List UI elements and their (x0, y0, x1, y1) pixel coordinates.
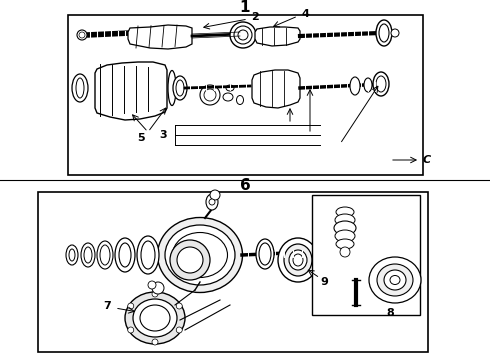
Ellipse shape (350, 77, 360, 95)
Ellipse shape (376, 76, 386, 92)
Ellipse shape (335, 214, 355, 226)
Ellipse shape (259, 243, 271, 265)
Text: C: C (423, 155, 431, 165)
Polygon shape (95, 62, 167, 120)
Circle shape (152, 339, 158, 345)
Ellipse shape (66, 245, 78, 265)
Ellipse shape (237, 95, 244, 104)
Ellipse shape (377, 264, 413, 296)
Circle shape (152, 282, 164, 294)
Ellipse shape (376, 20, 392, 46)
Ellipse shape (364, 78, 372, 92)
Circle shape (234, 26, 252, 44)
Circle shape (77, 30, 87, 40)
Ellipse shape (365, 249, 375, 265)
Ellipse shape (133, 299, 177, 337)
Ellipse shape (172, 233, 227, 278)
Ellipse shape (81, 243, 95, 267)
Ellipse shape (157, 217, 243, 292)
Polygon shape (255, 27, 300, 46)
Circle shape (128, 327, 134, 333)
Ellipse shape (334, 221, 356, 235)
Circle shape (238, 30, 248, 40)
Ellipse shape (336, 239, 354, 249)
Bar (312, 195, 420, 315)
Ellipse shape (278, 238, 318, 282)
Polygon shape (252, 70, 300, 108)
Ellipse shape (97, 241, 113, 269)
Ellipse shape (256, 239, 274, 269)
Text: 6: 6 (240, 179, 250, 194)
Ellipse shape (206, 194, 218, 210)
Ellipse shape (335, 230, 355, 242)
Ellipse shape (165, 225, 235, 285)
Circle shape (209, 199, 215, 205)
Circle shape (176, 303, 182, 309)
Circle shape (340, 247, 350, 257)
Ellipse shape (100, 245, 110, 265)
Text: 8: 8 (386, 308, 394, 318)
Ellipse shape (379, 24, 389, 42)
Ellipse shape (369, 257, 421, 303)
Ellipse shape (119, 243, 131, 267)
Circle shape (177, 247, 203, 273)
Ellipse shape (137, 236, 159, 274)
Ellipse shape (342, 246, 358, 270)
Ellipse shape (140, 305, 170, 331)
Text: 5: 5 (137, 133, 145, 143)
Ellipse shape (69, 249, 75, 261)
Ellipse shape (173, 76, 187, 100)
Bar (68, 15, 423, 175)
Ellipse shape (76, 78, 84, 98)
Ellipse shape (125, 292, 185, 344)
Text: 3: 3 (159, 130, 167, 140)
Circle shape (128, 303, 134, 309)
Ellipse shape (390, 275, 400, 284)
Circle shape (210, 190, 220, 200)
Circle shape (79, 32, 85, 38)
Ellipse shape (289, 250, 307, 270)
Ellipse shape (336, 207, 354, 217)
Ellipse shape (72, 74, 88, 102)
Ellipse shape (293, 254, 303, 266)
Text: 9: 9 (320, 277, 328, 287)
Ellipse shape (223, 93, 233, 101)
Text: 1: 1 (240, 0, 250, 15)
Circle shape (176, 327, 182, 333)
Text: 7: 7 (103, 301, 111, 311)
Circle shape (170, 240, 210, 280)
Circle shape (230, 22, 256, 48)
Ellipse shape (115, 238, 135, 272)
Text: 2: 2 (251, 12, 259, 22)
Polygon shape (128, 25, 192, 49)
Circle shape (200, 85, 220, 105)
Ellipse shape (226, 85, 234, 91)
Ellipse shape (168, 71, 176, 105)
Ellipse shape (84, 247, 92, 263)
Ellipse shape (141, 241, 155, 269)
Bar (38, 192, 428, 352)
Circle shape (152, 291, 158, 297)
Ellipse shape (373, 72, 389, 96)
Circle shape (204, 89, 216, 101)
Ellipse shape (176, 80, 184, 96)
Circle shape (148, 281, 156, 289)
Ellipse shape (384, 270, 406, 290)
Text: 4: 4 (301, 9, 309, 19)
Ellipse shape (354, 248, 366, 266)
Circle shape (391, 29, 399, 37)
Ellipse shape (284, 244, 312, 276)
